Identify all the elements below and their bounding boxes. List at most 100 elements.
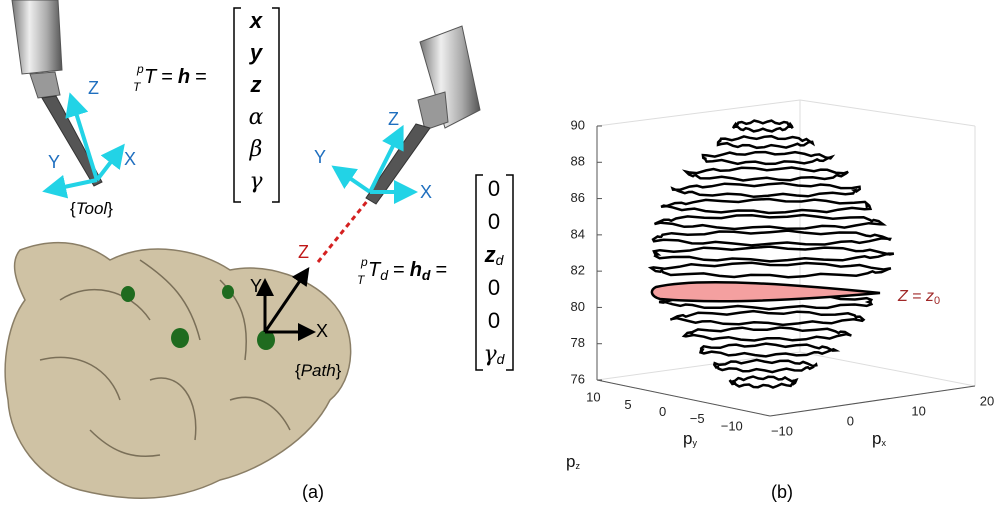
contour <box>716 134 815 150</box>
contour <box>681 166 849 182</box>
symbol: T <box>368 259 382 281</box>
matrix-bracket <box>475 174 514 371</box>
contour <box>653 213 887 231</box>
frame-name: Path <box>301 361 336 380</box>
x-tick-label: 20 <box>980 393 994 408</box>
slice-label: Z = z0 <box>897 288 940 307</box>
symbol: p <box>566 452 575 471</box>
axis-label: Y <box>250 276 262 296</box>
symbol: 0 <box>488 176 500 201</box>
subscript: y <box>692 438 697 448</box>
symbol: Z <box>897 288 909 305</box>
axis-arrow <box>331 165 372 194</box>
subscript: d <box>380 267 389 283</box>
matrix-entry: β <box>249 137 263 162</box>
path-line <box>316 199 370 263</box>
y-axis <box>596 379 771 417</box>
z-tick-label: 90 <box>571 117 585 132</box>
contour <box>681 326 852 342</box>
symbol: = <box>908 288 926 305</box>
z-tick-label: 76 <box>571 371 585 386</box>
superscript: p <box>360 255 368 269</box>
equation-text: Td = hd = <box>368 259 447 282</box>
matrix-entry: γ <box>249 169 263 194</box>
tool-illustration <box>11 0 103 187</box>
symbol: h <box>178 66 190 88</box>
matrix-entry: 0 <box>488 176 500 201</box>
subscript: x <box>881 438 886 448</box>
symbol: y <box>249 40 264 65</box>
contour <box>652 245 895 263</box>
symbol: x <box>249 8 263 33</box>
brace: } <box>336 361 342 380</box>
subscript: d <box>497 351 506 367</box>
brace: { <box>70 199 76 218</box>
y-tick-label: 10 <box>586 390 600 405</box>
symbol: γ <box>484 342 498 367</box>
brace: { <box>295 361 301 380</box>
matrix-entry: 0 <box>488 209 500 234</box>
equation: p T T = h = <box>133 62 207 94</box>
panel-label: (a) <box>302 482 324 502</box>
symbol: 0 <box>488 209 500 234</box>
contour <box>731 119 794 133</box>
equation-text: T = h = <box>144 66 207 88</box>
symbol: = <box>161 66 173 88</box>
matrix-entry: α <box>249 105 264 130</box>
symbol: p <box>683 429 692 448</box>
axis-label: X <box>316 321 328 341</box>
axis-label: X <box>420 182 432 202</box>
y-tick-label: 5 <box>624 397 631 412</box>
symbol: β <box>249 137 263 162</box>
symbol: = <box>393 259 405 281</box>
frame-label: {Path} <box>295 361 342 380</box>
contour <box>670 309 866 327</box>
x-tick-label: 10 <box>911 403 925 418</box>
symbol: 0 <box>488 275 500 300</box>
x-tick-label: −10 <box>771 423 793 438</box>
y-tick-label: −5 <box>690 411 705 426</box>
matrix-entry: x <box>249 8 263 33</box>
symbol: T <box>144 66 158 88</box>
matrix-entry: γd <box>484 342 506 367</box>
z-tick-label: 84 <box>571 226 585 241</box>
axis-label: Z <box>388 109 399 129</box>
axis-arrow <box>368 124 404 193</box>
axis-arrow <box>42 174 98 199</box>
brace: } <box>107 199 113 218</box>
contour <box>670 181 862 199</box>
symbol: α <box>249 105 264 130</box>
axis-label: Z <box>298 242 309 262</box>
symbol: γ <box>249 169 263 194</box>
frame-name: Tool <box>76 199 109 218</box>
z-tick-label: 86 <box>571 190 585 205</box>
matrix-entry: y <box>249 40 264 65</box>
subscript: 0 <box>934 295 940 307</box>
equation: p T Td = hd = <box>357 255 447 287</box>
matrix-entry: 0 <box>488 275 500 300</box>
frame-label: {Tool} <box>70 199 113 218</box>
y-tick-label: 0 <box>659 404 666 419</box>
symbol: = <box>435 259 447 281</box>
symbol: = <box>195 66 207 88</box>
highlighted-slice <box>650 280 881 303</box>
symbol: h <box>410 259 422 281</box>
contour <box>701 150 836 166</box>
axis-arrow <box>65 92 99 181</box>
x-tick-label: 0 <box>847 413 854 428</box>
z-tick-label: 78 <box>571 335 585 350</box>
matrix-entry: z <box>250 72 262 97</box>
matrix-entry: zd <box>484 242 505 268</box>
contour <box>698 342 841 358</box>
axis-label: Y <box>314 147 326 167</box>
axis-arrow <box>95 143 125 182</box>
subscript: d <box>496 252 505 268</box>
tool-illustration <box>365 25 481 205</box>
subscript: T <box>357 273 366 287</box>
matrix-entry: 0 <box>488 308 500 333</box>
subscript: z <box>575 461 580 471</box>
z-tick-label: 88 <box>571 154 585 169</box>
